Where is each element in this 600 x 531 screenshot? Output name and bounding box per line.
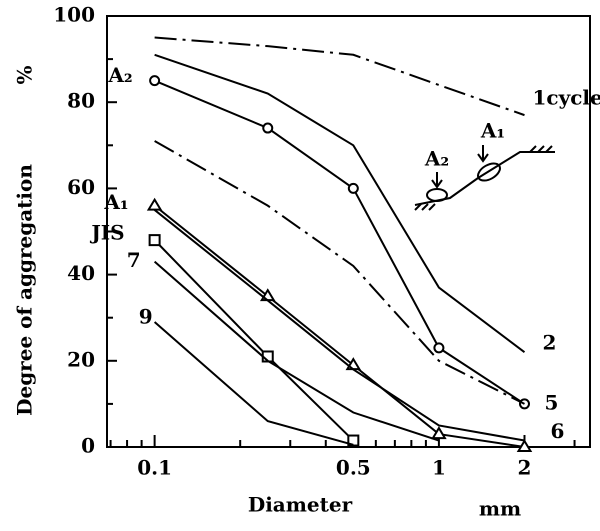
series-label: 5 — [544, 390, 558, 414]
x-tick-label: 2 — [518, 456, 532, 480]
y-axis-label: Degree of aggregation — [13, 164, 37, 416]
particle-a2 — [426, 188, 448, 202]
marker — [262, 122, 274, 134]
x-tick-label: 0.1 — [137, 456, 172, 480]
annotation: A₂ — [424, 147, 449, 171]
series-label: JIS — [89, 221, 124, 245]
x-tick-label: 1 — [432, 456, 446, 480]
marker — [431, 426, 447, 440]
series-label: 7 — [127, 248, 141, 272]
y-tick-label: 40 — [67, 261, 95, 285]
series-line — [153, 209, 525, 442]
marker — [516, 439, 533, 452]
arrow-a1 — [477, 145, 489, 163]
series-line — [153, 260, 440, 442]
marker — [146, 197, 163, 211]
y-tick-label: 100 — [53, 3, 95, 27]
y-axis-unit: % — [13, 65, 37, 84]
marker — [347, 434, 360, 447]
series-label: A₁ — [103, 190, 128, 214]
series-label: 9 — [139, 305, 153, 329]
marker — [148, 234, 161, 247]
x-tick-label: 0.5 — [336, 456, 371, 480]
series-line — [154, 53, 526, 353]
y-tick-label: 80 — [67, 89, 95, 113]
plot-frame — [106, 15, 591, 448]
x-axis-unit: mm — [479, 497, 521, 521]
arrow-a2 — [431, 172, 443, 189]
series-label: A₂ — [107, 63, 132, 87]
marker — [347, 182, 359, 194]
series-label: 6 — [550, 419, 564, 443]
particle-a1 — [477, 162, 501, 182]
y-tick-label: 0 — [81, 434, 95, 458]
series-line — [154, 140, 525, 405]
hatching — [414, 145, 553, 211]
inset-diagram — [414, 145, 555, 211]
x-axis-label: Diameter — [248, 493, 353, 517]
series-line — [153, 321, 354, 446]
y-tick-label: 60 — [67, 175, 95, 199]
marker — [149, 75, 161, 87]
series-line — [154, 79, 526, 405]
series-line — [153, 204, 525, 448]
series-label: 1cycle — [532, 86, 600, 110]
series-label: 2 — [542, 331, 556, 355]
series-line — [154, 36, 525, 117]
marker — [433, 342, 445, 354]
annotation: A₁ — [480, 119, 505, 143]
y-tick-label: 20 — [67, 347, 95, 371]
